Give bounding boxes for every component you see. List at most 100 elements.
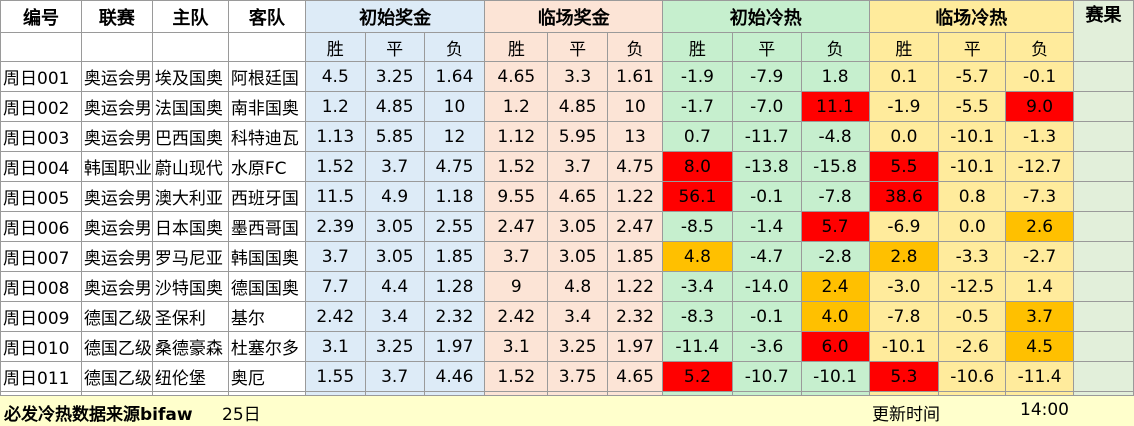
cell-result — [1073, 271, 1134, 302]
cell-away: 基尔 — [227, 301, 306, 332]
cell-final-heat-draw: -10.6 — [938, 361, 1007, 392]
cell-final-heat-loss: -0.1 — [1005, 61, 1075, 92]
cell-away: 奥厄 — [227, 361, 306, 392]
cell-final-heat-draw: -10.1 — [938, 151, 1007, 182]
cell-home: 巴西国奥 — [151, 121, 229, 152]
cell-result — [1073, 331, 1134, 362]
cell-league: 奥运会男 — [80, 91, 153, 122]
cell-init-heat-draw: -4.7 — [731, 241, 802, 272]
cell-init-heat-loss: 1.8 — [800, 61, 870, 92]
cell-init-heat-loss: -7.8 — [800, 181, 870, 212]
cell-final-heat-win: -6.9 — [868, 211, 940, 242]
cell-final-win: 1.12 — [484, 121, 549, 152]
sub-draw: 平 — [547, 32, 609, 62]
sub-loss: 负 — [607, 32, 663, 62]
cell-id: 周日010 — [0, 331, 82, 362]
cell-final-draw: 3.4 — [547, 301, 609, 332]
table-row: 周日002 奥运会男 法国国奥 南非国奥 1.2 4.85 10 1.2 4.85 10 -1.7-… — [0, 91, 1134, 122]
table-row: 周日005 奥运会男 澳大利亚 西班牙国 11.5 4.9 1.18 9.55 4.65 1.22… — [0, 181, 1134, 212]
cell-final-heat-win: 5.5 — [868, 151, 940, 182]
sub-win: 胜 — [304, 32, 366, 62]
cell-away: 南非国奥 — [227, 91, 306, 122]
cell-away: 墨西哥国 — [227, 211, 306, 242]
cell-final-win: 1.2 — [484, 91, 549, 122]
sub-loss: 负 — [423, 32, 486, 62]
sub-draw: 平 — [731, 32, 802, 62]
cell-league: 德国乙级 — [80, 361, 153, 392]
cell-init-heat-draw: -3.6 — [731, 331, 802, 362]
sub-win: 胜 — [484, 32, 549, 62]
cell-final-win: 3.1 — [484, 331, 549, 362]
cell-init-heat-loss: 5.7 — [800, 211, 870, 242]
cell-result — [1073, 91, 1134, 122]
cell-final-heat-draw: -12.5 — [938, 271, 1007, 302]
cell-result — [1073, 361, 1134, 392]
cell-away: 西班牙国 — [227, 181, 306, 212]
table-row: 周日007 奥运会男 罗马尼亚 韩国国奥 3.7 3.05 1.85 3.7 3.05 1.85 4… — [0, 241, 1134, 272]
cell-final-heat-loss: -1.3 — [1005, 121, 1075, 152]
header-league: 联赛 — [80, 0, 153, 33]
cell-init-win: 1.55 — [304, 361, 366, 392]
cell-init-heat-draw: -0.1 — [731, 181, 802, 212]
cell-final-heat-loss: -2.7 — [1005, 241, 1075, 272]
cell-id: 周日005 — [0, 181, 82, 212]
cell-init-win: 1.13 — [304, 121, 366, 152]
cell-final-draw: 3.05 — [547, 211, 609, 242]
cell-result — [1073, 211, 1134, 242]
cell-result — [1073, 301, 1134, 332]
cell-init-win: 4.5 — [304, 61, 366, 92]
cell-final-win: 9 — [484, 271, 549, 302]
cell-init-heat-win: -1.7 — [661, 91, 733, 122]
cell-init-heat-draw: -10.7 — [731, 361, 802, 392]
cell-id: 周日011 — [0, 361, 82, 392]
cell-init-heat-loss: -10.1 — [800, 361, 870, 392]
cell-away: 阿根廷国 — [227, 61, 306, 92]
cell-init-heat-draw: -11.7 — [731, 121, 802, 152]
cell-final-heat-draw: 0.0 — [938, 211, 1007, 242]
cell-init-loss: 12 — [423, 121, 486, 152]
cell-final-loss: 4.65 — [607, 361, 663, 392]
cell-league: 奥运会男 — [80, 241, 153, 272]
cell-final-win: 4.65 — [484, 61, 549, 92]
cell-init-loss: 4.75 — [423, 151, 486, 182]
sub-loss: 负 — [1005, 32, 1075, 62]
cell-init-heat-win: -8.5 — [661, 211, 733, 242]
cell-init-win: 1.52 — [304, 151, 366, 182]
cell-final-loss: 1.22 — [607, 181, 663, 212]
cell-init-loss: 1.28 — [423, 271, 486, 302]
table-row: 周日009 德国乙级 圣保利 基尔 2.42 3.4 2.32 2.42 3.4 2.32 -8.3… — [0, 301, 1134, 332]
cell-init-heat-loss: 4.0 — [800, 301, 870, 332]
cell-home: 埃及国奥 — [151, 61, 229, 92]
cell-init-win: 3.1 — [304, 331, 366, 362]
cell-final-win: 1.52 — [484, 361, 549, 392]
cell-id: 周日002 — [0, 91, 82, 122]
sub-win: 胜 — [661, 32, 733, 62]
cell-final-loss: 13 — [607, 121, 663, 152]
cell-init-draw: 4.85 — [364, 91, 425, 122]
cell-league: 德国乙级 — [80, 301, 153, 332]
cell-final-draw: 3.7 — [547, 151, 609, 182]
cell-init-loss: 2.32 — [423, 301, 486, 332]
cell-init-draw: 3.7 — [364, 151, 425, 182]
cell-away: 韩国国奥 — [227, 241, 306, 272]
cell-final-draw: 3.75 — [547, 361, 609, 392]
cell-init-draw: 4.4 — [364, 271, 425, 302]
cell-final-loss: 10 — [607, 91, 663, 122]
cell-init-loss: 4.46 — [423, 361, 486, 392]
sub-win: 胜 — [868, 32, 940, 62]
cell-home: 法国国奥 — [151, 91, 229, 122]
header-initial-heat: 初始冷热 — [661, 0, 870, 33]
cell-init-heat-loss: 11.1 — [800, 91, 870, 122]
cell-init-draw: 5.85 — [364, 121, 425, 152]
header-final-odds: 临场奖金 — [484, 0, 663, 33]
cell-league: 奥运会男 — [80, 181, 153, 212]
cell-final-heat-win: -1.9 — [868, 91, 940, 122]
cell-final-draw: 5.95 — [547, 121, 609, 152]
cell-final-draw: 3.3 — [547, 61, 609, 92]
sub-loss: 负 — [800, 32, 870, 62]
cell-init-heat-loss: -2.8 — [800, 241, 870, 272]
header-row-1: 编号 联赛 主队 客队 初始奖金 临场奖金 初始冷热 临场冷热 赛果 — [0, 0, 1134, 62]
cell-init-heat-win: 4.8 — [661, 241, 733, 272]
cell-init-heat-draw: -7.0 — [731, 91, 802, 122]
footer-source: 必发冷热数据来源bifaw — [4, 405, 193, 425]
